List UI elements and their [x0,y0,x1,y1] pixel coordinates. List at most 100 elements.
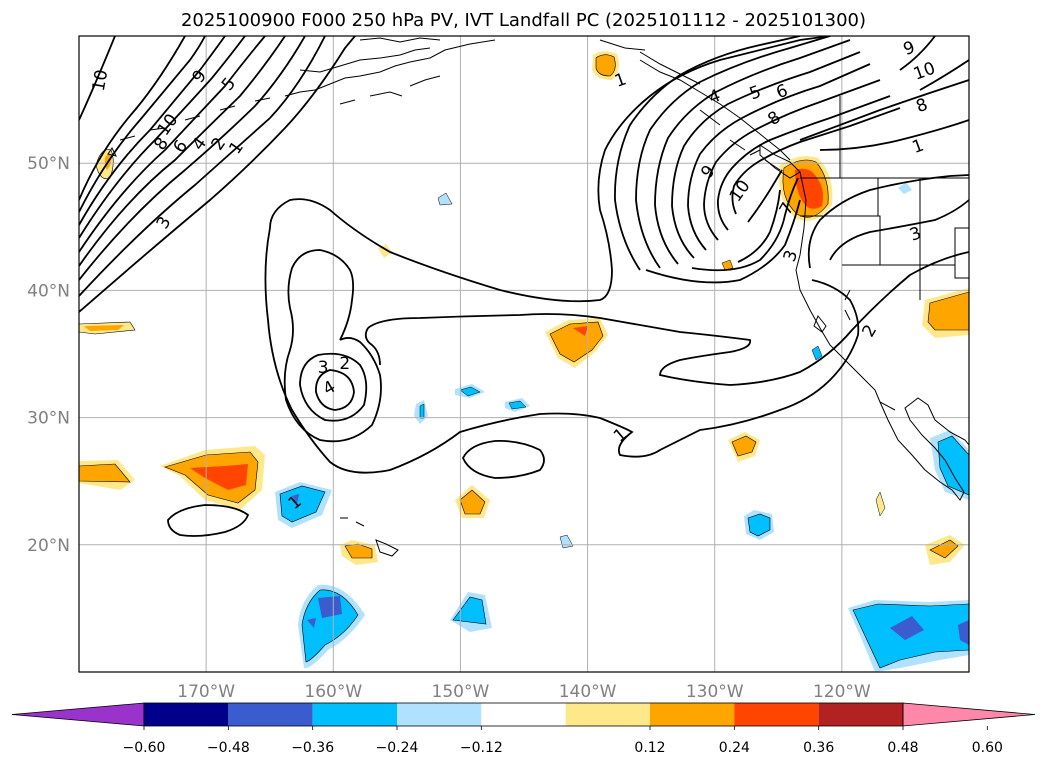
pv-contour [79,36,206,213]
page-title: 2025100900 F000 250 hPa PV, IVT Landfall… [180,10,867,31]
contour-label: 2 [339,354,350,374]
pv-contour [367,251,969,386]
pv-contour [167,504,250,537]
pv-contour [703,79,881,241]
colorbar-segment [818,703,903,726]
pv-contour [717,95,891,231]
colorbar-tick-label: −0.36 [291,740,334,756]
colorbar-extend-max [902,702,1036,727]
pv-contour [283,249,382,443]
shade-negative [937,435,969,496]
contour-label: 3 [318,358,329,378]
shade-negative [958,620,969,645]
shade-positive [927,291,969,331]
contour-label: 10 [89,68,112,93]
lat-tick-label: 40°N [27,281,70,301]
shade-positive [549,321,604,363]
pv-contour [79,36,266,253]
shade-negative [890,616,924,640]
shade-negative [307,618,316,628]
longitude-tick-labels: 170°W 160°W 150°W 140°W 130°W 120°W [177,682,871,702]
pv-contour [829,199,969,261]
colorbar-tick-label: 0.12 [634,740,665,756]
pv-contour [79,36,356,313]
lon-tick-label: 170°W [177,682,235,702]
shade-negative [301,589,359,663]
pv-contour [737,189,781,263]
island [844,289,851,321]
pv-contour [807,174,969,269]
shade-positive [190,464,248,490]
lon-tick-label: 150°W [432,682,490,702]
shade-positive [459,489,486,515]
coastline [339,75,441,105]
contour-layer [79,36,969,537]
shade-negative [452,596,487,625]
lon-tick-label: 130°W [686,682,744,702]
colorbar-segment [650,703,735,726]
shade-negative [279,485,326,523]
border [954,227,969,279]
shade-positive [721,259,734,271]
colorbar-extend-min [11,702,145,727]
pv-contour [691,177,799,272]
coastline [759,144,801,179]
shade-positive [795,168,824,209]
colorbar-tick-label: 0.60 [972,740,1003,756]
pv-contour [79,36,186,201]
shade-positive [731,435,757,457]
colorbar-tick-label: 0.36 [803,740,834,756]
lon-tick-label: 160°W [304,682,362,702]
colorbar-segment [144,703,229,726]
colorbar-tick-label: 0.24 [719,740,750,756]
shade-positive [573,326,588,336]
colorbar-tick-label: −0.60 [123,740,166,756]
pv-contour [654,39,851,265]
colorbar-segment [312,703,397,726]
shade-negative [459,386,481,397]
lat-tick-label: 50°N [27,154,70,174]
shade-negative [318,596,342,618]
shade-negative [419,403,425,419]
pv-contour [687,63,871,251]
pv-contour [364,327,381,366]
border [800,96,969,300]
island [813,315,827,333]
colorbar-segment [734,703,819,726]
pv-contour [79,36,116,121]
shade-negative [508,400,527,410]
pv-contour [79,36,306,281]
pv-contour [299,352,368,422]
shade-negative [437,192,453,206]
pv-contour [79,36,326,297]
pv-contour [747,169,783,223]
shade-positive [79,463,131,483]
pv-contour [79,36,226,226]
coastline [599,39,791,161]
latitude-tick-labels: 50°N 40°N 30°N 20°N [27,154,70,556]
pv-contour [315,369,355,411]
coastline-layer [107,37,969,557]
shade-negative [811,345,823,361]
pv-contour [462,440,545,479]
shade-negative [292,494,299,504]
pv-contour [799,79,969,141]
coastline [699,109,781,171]
shading-layer [79,51,969,672]
colorbar: −0.60 −0.48 −0.36 −0.24 −0.12 0.12 0.24 0.36 0.4… [11,702,1036,756]
island [340,517,365,527]
colorbar-tick-label: −0.48 [207,740,250,756]
colorbar-segment [228,703,313,726]
pv-contour [79,36,286,267]
colorbar-tick-label: 0.48 [887,740,918,756]
pv-contour [614,36,801,271]
colorbar-segment [481,703,566,726]
map-frame [78,35,970,673]
colorbar-tick-label: −0.12 [460,740,503,756]
colorbar-tick-label: −0.24 [376,740,419,756]
colorbar-segment [565,703,650,726]
pv-contour [899,36,936,71]
lat-tick-label: 20°N [27,536,70,556]
coastline [879,397,969,501]
colorbar-frame [143,702,904,727]
